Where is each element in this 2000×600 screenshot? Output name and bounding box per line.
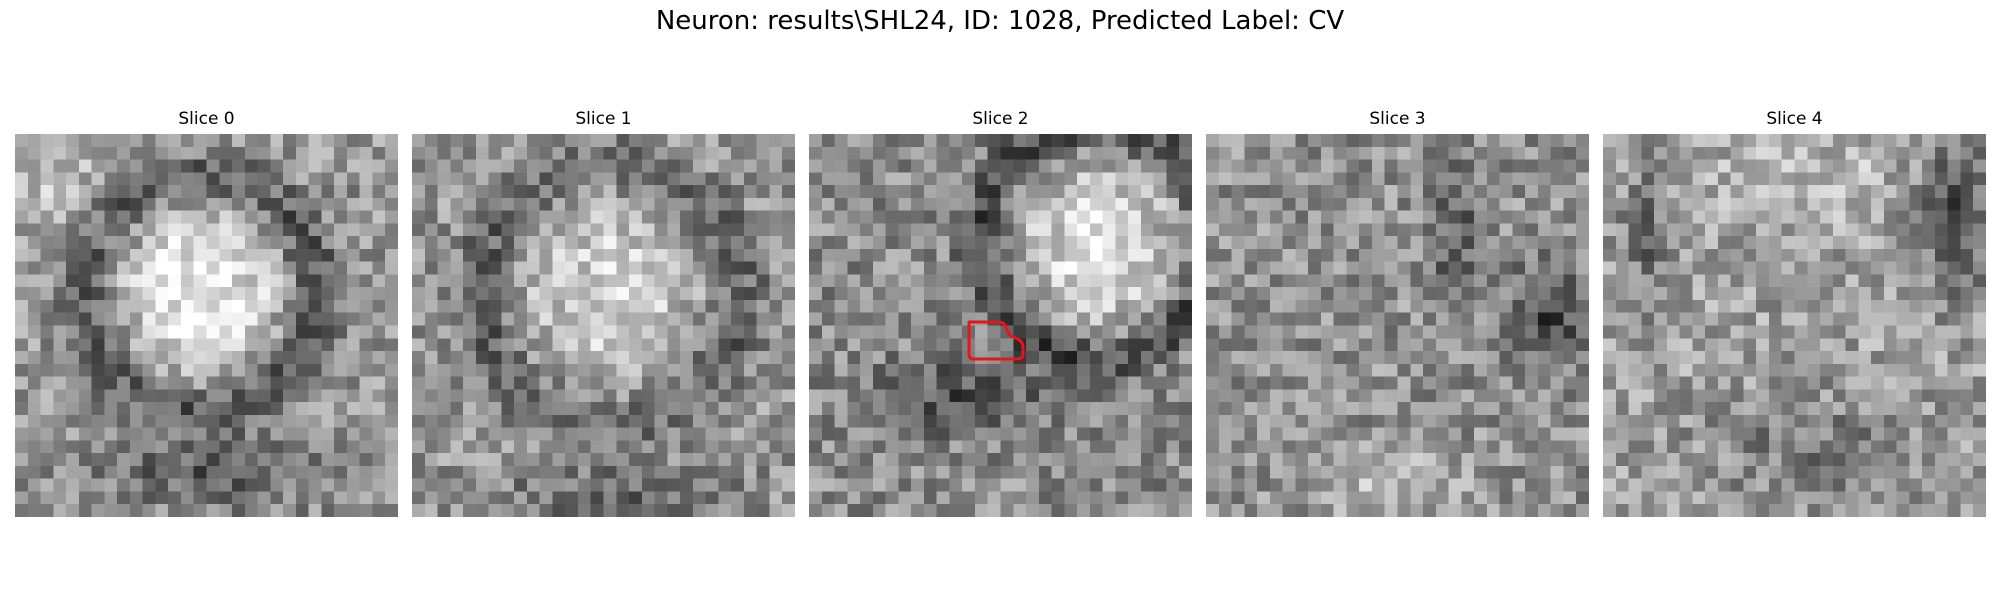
slice-image-1 bbox=[412, 134, 795, 517]
slice-image-4 bbox=[1603, 134, 1986, 517]
slice-panel-0: Slice 0 bbox=[15, 108, 398, 517]
slice-title-2: Slice 2 bbox=[972, 109, 1029, 129]
slice-image-3 bbox=[1206, 134, 1589, 517]
slice-image-0 bbox=[15, 134, 398, 517]
slice-panel-4: Slice 4 bbox=[1603, 108, 1986, 517]
slice-panel-1: Slice 1 bbox=[412, 108, 795, 517]
slice-panel-3: Slice 3 bbox=[1206, 108, 1589, 517]
slice-image-2 bbox=[809, 134, 1192, 517]
slice-title-3: Slice 3 bbox=[1369, 109, 1426, 129]
slice-title-0: Slice 0 bbox=[178, 109, 235, 129]
slice-title-4: Slice 4 bbox=[1766, 109, 1823, 129]
roi-outline bbox=[967, 320, 1025, 361]
figure-title: Neuron: results\SHL24, ID: 1028, Predict… bbox=[655, 6, 1345, 36]
slice-title-1: Slice 1 bbox=[575, 109, 632, 129]
slice-panel-2: Slice 2 bbox=[809, 108, 1192, 517]
